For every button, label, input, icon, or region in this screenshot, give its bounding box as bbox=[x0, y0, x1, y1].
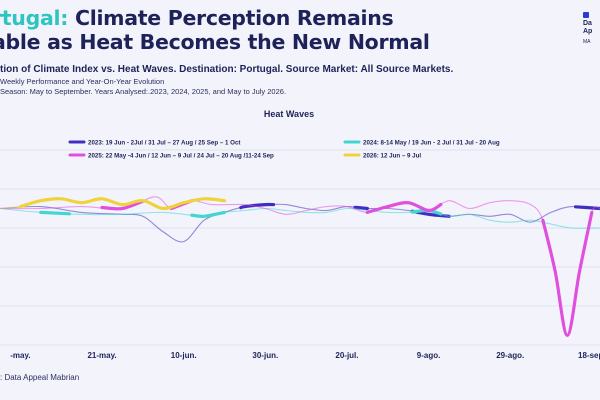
logo-text-1: Da bbox=[583, 20, 592, 27]
series-1 bbox=[0, 207, 600, 229]
legend-label: 2023: 19 Jun - 2Jul / 31 Jul – 27 Aug / … bbox=[88, 139, 240, 146]
legend-label: 2026: 12 Jun – 9 Jul bbox=[363, 152, 421, 159]
series-2 bbox=[0, 196, 600, 337]
x-tick-label: 21-may. bbox=[87, 351, 116, 360]
title-main: Climate Perception Remains bbox=[74, 6, 394, 30]
brand-logo: Da Ap MA bbox=[580, 12, 600, 46]
x-tick-label: 9-ago. bbox=[417, 351, 441, 360]
x-tick-label: 18-sep. bbox=[578, 351, 600, 360]
page-title: rtugal: Climate Perception Remains able … bbox=[0, 6, 472, 54]
source-note: : Data Appeal Mabrian bbox=[0, 373, 80, 382]
heat-wave-segment bbox=[365, 200, 443, 214]
chart-subtitle: tion of Climate Index vs. Heat Waves. De… bbox=[0, 64, 454, 75]
heat-wave-segment bbox=[239, 202, 276, 210]
x-tick-label: 29-ago. bbox=[496, 351, 524, 360]
chart-grid bbox=[0, 149, 600, 346]
x-tick-label: 30-jun. bbox=[252, 351, 278, 360]
series-line bbox=[0, 196, 600, 336]
chart-title: Heat Waves bbox=[264, 109, 314, 119]
title-line-2: able as Heat Becomes the New Normal bbox=[0, 30, 430, 54]
chart-description: Weekly Performance and Year-On-Year Evol… bbox=[0, 77, 286, 97]
title-line-1: rtugal: Climate Perception Remains bbox=[0, 6, 472, 30]
title-accent: rtugal: bbox=[0, 6, 69, 30]
heat-wave-segment bbox=[353, 205, 369, 211]
x-tick-label: 20-jul. bbox=[335, 351, 358, 360]
series-3 bbox=[0, 197, 227, 211]
chart-legend: 2023: 19 Jun - 2Jul / 31 Jul – 27 Aug / … bbox=[68, 139, 500, 159]
x-axis: -may. 21-may. 10-jun. 30-jun. 20-jul. 9-ago. 2… bbox=[10, 351, 600, 360]
description-line-1: Weekly Performance and Year-On-Year Evol… bbox=[0, 77, 165, 86]
legend-label: 2024: 8-14 May / 19 Jun - 2 Jul / 31 Jul… bbox=[363, 139, 500, 146]
heat-wave-segment bbox=[39, 210, 71, 216]
x-tick-label: -may. bbox=[10, 351, 30, 360]
heat-wave-segment bbox=[100, 199, 145, 211]
logo-text-2: Ap bbox=[583, 28, 593, 35]
heat-wave-segment bbox=[541, 210, 594, 337]
series-0 bbox=[0, 202, 600, 243]
x-tick-label: 10-jun. bbox=[171, 351, 197, 360]
series-line bbox=[0, 207, 600, 229]
heat-wave-segment bbox=[18, 197, 227, 211]
series-line bbox=[0, 203, 600, 243]
logo-text-3: MA bbox=[583, 39, 591, 45]
description-line-2: Season: May to September. Years Analysed… bbox=[0, 87, 287, 96]
chart-series bbox=[0, 196, 600, 337]
logo-mark-icon bbox=[583, 12, 589, 18]
heat-wave-segment bbox=[190, 210, 227, 218]
legend-label: 2025: 22 May -4 Jun / 12 Jun – 9 Jul / 2… bbox=[88, 152, 274, 159]
